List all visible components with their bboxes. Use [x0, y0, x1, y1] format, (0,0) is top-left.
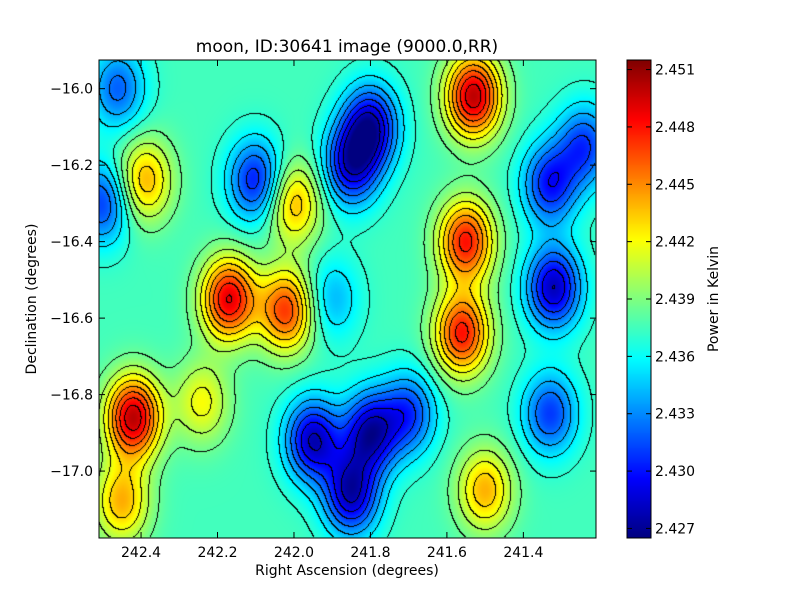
- colorbar-tick-label-8: 2.451: [655, 63, 695, 79]
- colorbar-tick-label-0: 2.427: [655, 521, 695, 537]
- x-axis: 242.4 242.2 242.0 241.8 241.6 241.4: [121, 60, 543, 561]
- x-tick-label-1: 242.2: [197, 545, 237, 561]
- x-axis-label: Right Ascension (degrees): [255, 563, 439, 579]
- colorbar-tick-label-3: 2.436: [655, 349, 695, 365]
- colorbar-tick-label-6: 2.445: [655, 177, 695, 193]
- colorbar-tick-label-2: 2.433: [655, 407, 695, 423]
- y-tick-label-0: −16.0: [50, 82, 93, 98]
- chart-title: moon, ID:30641 image (9000.0,RR): [196, 37, 498, 57]
- colorbar-tick-label-4: 2.439: [655, 292, 695, 308]
- y-axis: −16.0 −16.2 −16.4 −16.6 −16.8 −17.0: [50, 82, 596, 480]
- heatmap-plot-area: [98, 59, 597, 539]
- colorbar-label: Power in Kelvin: [706, 246, 722, 352]
- y-axis-label: Declination (degrees): [24, 224, 40, 375]
- colorbar: 2.427 2.430 2.433 2.436 2.439 2.442 2.445 2.448…: [626, 59, 722, 539]
- colorbar-ticks: 2.427 2.430 2.433 2.436 2.439 2.442 2.445 2.448…: [627, 63, 695, 537]
- y-tick-label-1: −16.2: [50, 158, 93, 174]
- plot-frame: [98, 59, 597, 539]
- y-tick-label-4: −16.8: [50, 388, 93, 404]
- y-tick-label-2: −16.4: [50, 235, 93, 251]
- colorbar-tick-label-7: 2.448: [655, 120, 695, 136]
- x-tick-label-4: 241.6: [427, 545, 467, 561]
- x-tick-label-0: 242.4: [121, 545, 161, 561]
- colorbar-tick-label-1: 2.430: [655, 464, 695, 480]
- x-tick-label-5: 241.4: [503, 545, 543, 561]
- colorbar-tick-label-5: 2.442: [655, 235, 695, 251]
- heatmap-canvas: [99, 60, 596, 538]
- x-tick-label-3: 241.8: [350, 545, 390, 561]
- y-tick-label-3: −16.6: [50, 311, 93, 327]
- y-tick-label-5: −17.0: [50, 464, 93, 480]
- x-tick-label-2: 242.0: [274, 545, 314, 561]
